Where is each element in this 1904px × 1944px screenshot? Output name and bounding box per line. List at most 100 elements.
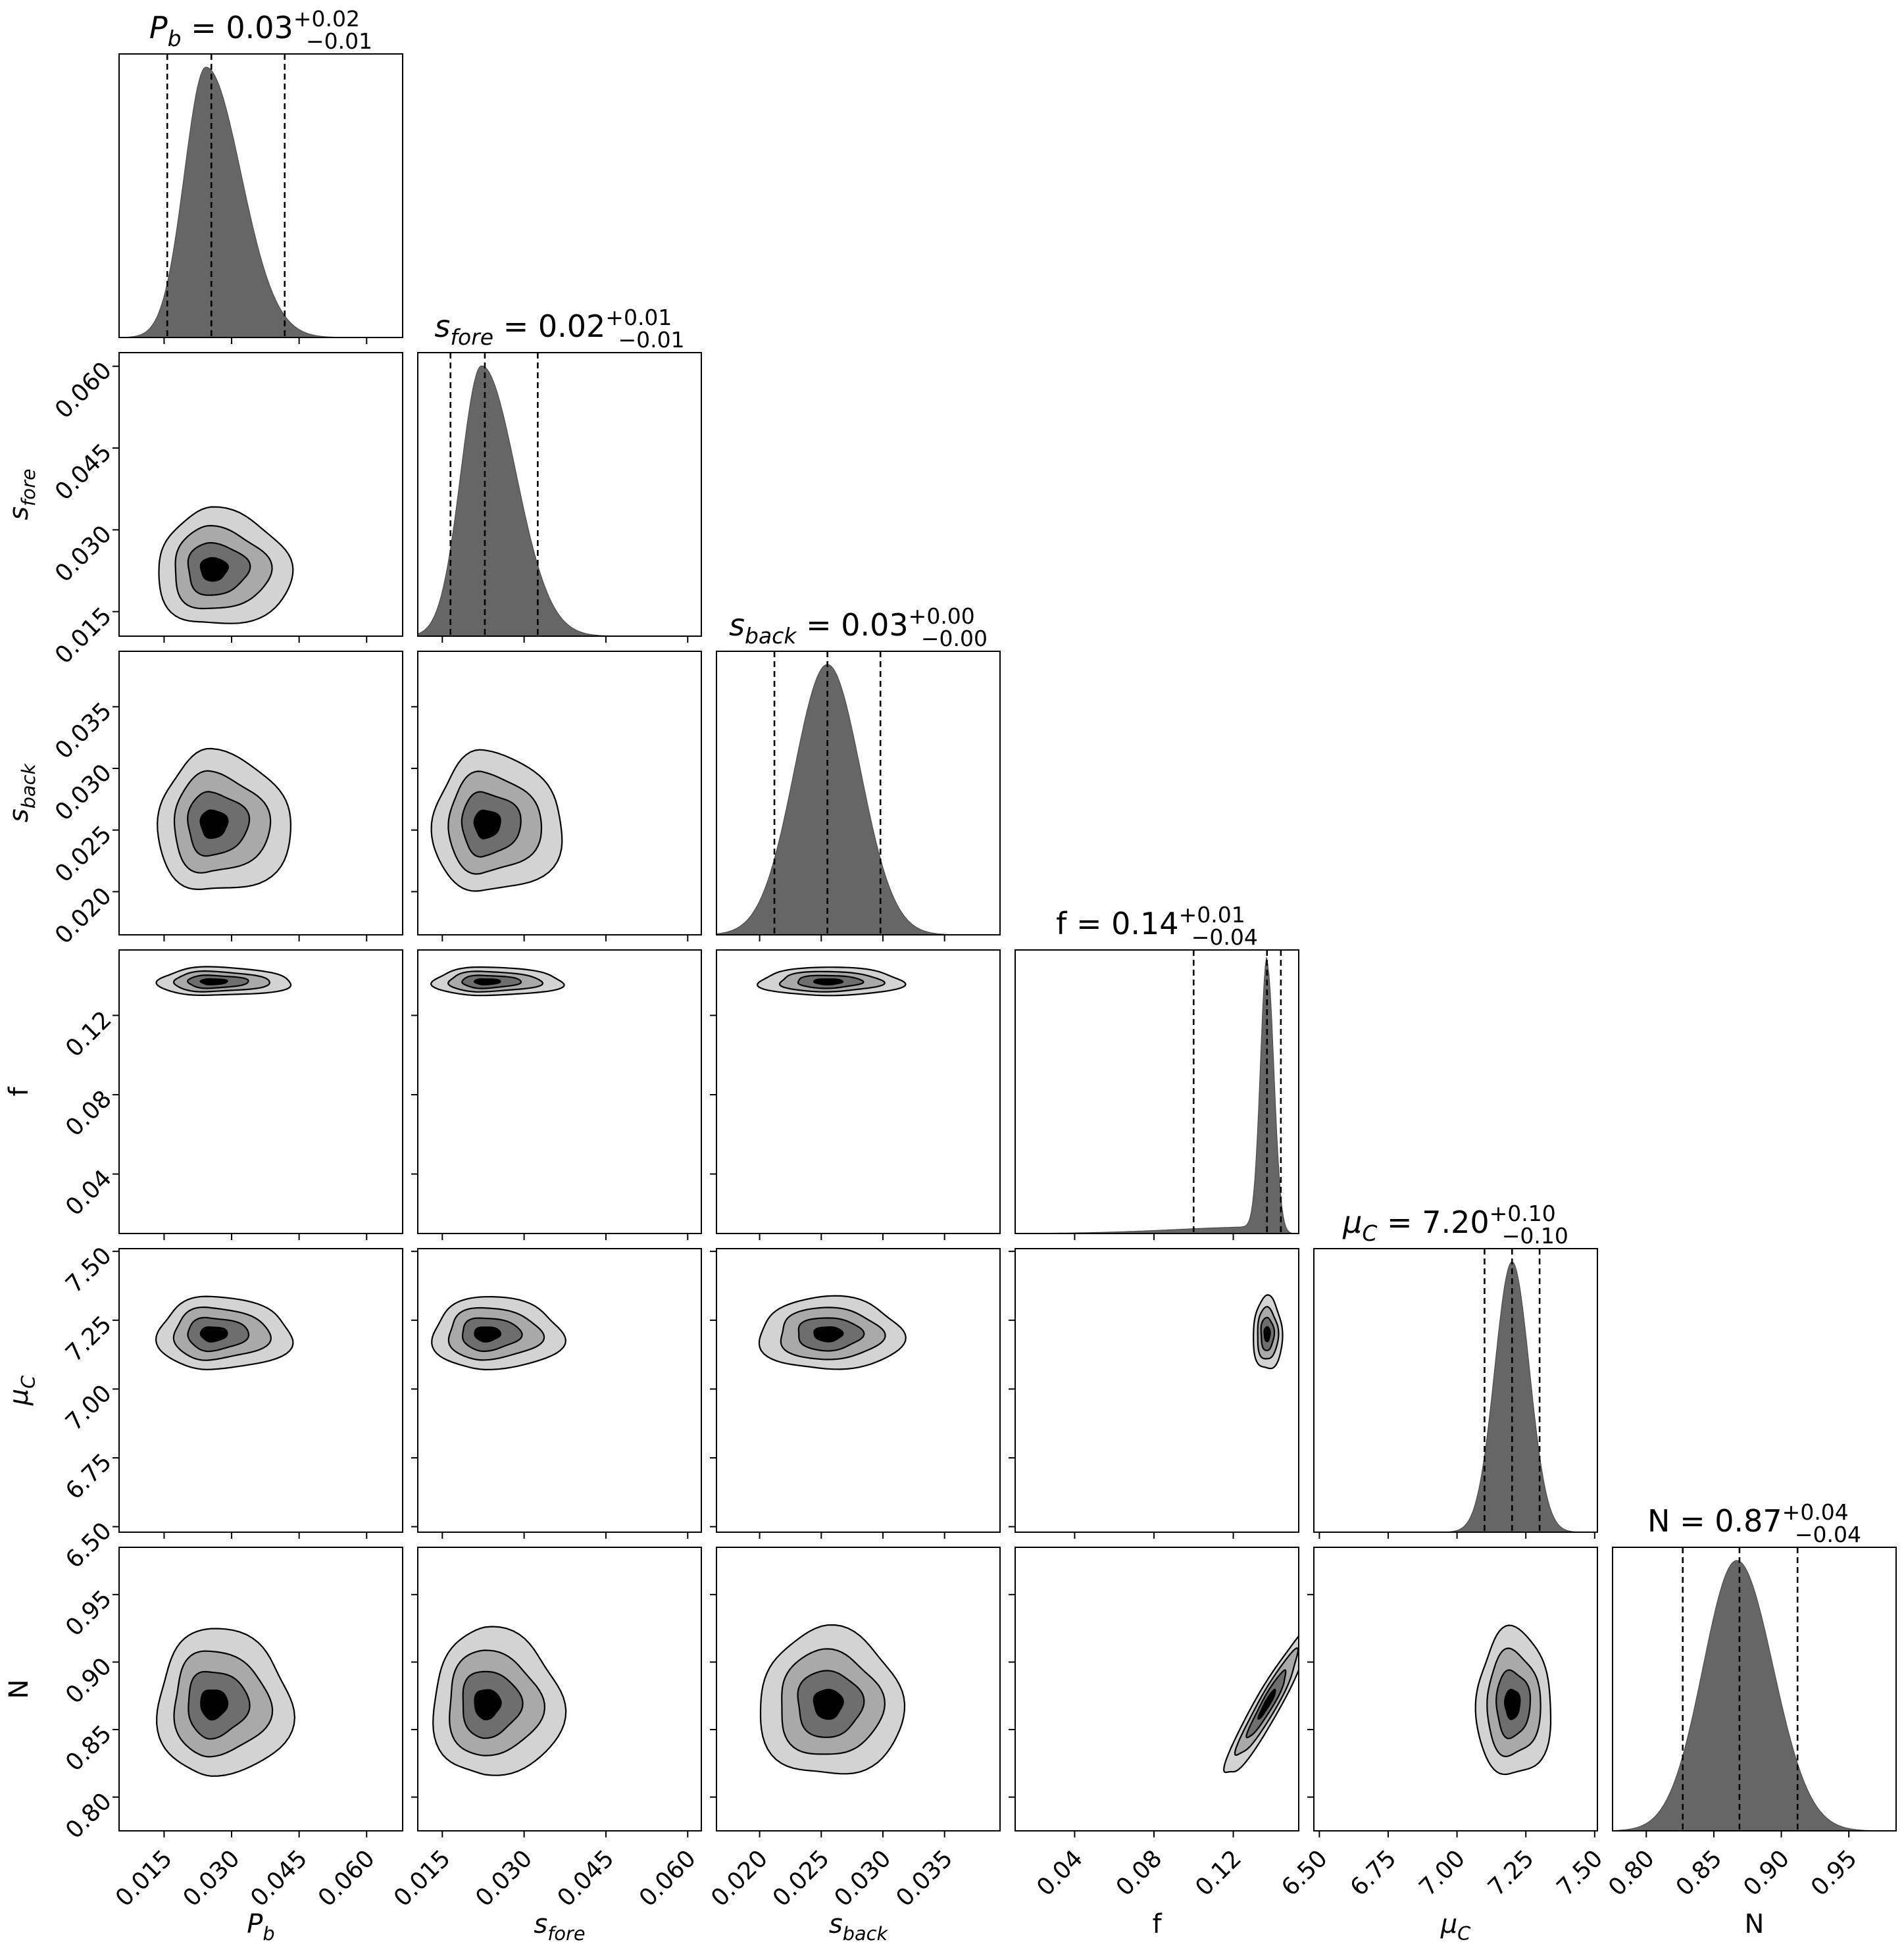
contour-panel-Pb-mu_C: 6.50 6.75 7.00 7.25 7.50 xyxy=(61,1242,403,1574)
contour-panel-Pb-s_fore: 0.015 0.030 0.045 0.060 xyxy=(50,352,403,670)
histogram-title: μC = 7.20+0.10 −0.10 xyxy=(1342,1201,1568,1249)
x-tick-label: 0.025 xyxy=(768,1845,835,1912)
y-tick-label: 0.80 xyxy=(61,1788,117,1845)
y-tick-label: 0.035 xyxy=(50,697,117,764)
contour-level-4 xyxy=(200,1689,229,1721)
panel-frame xyxy=(118,352,403,637)
x-tick-label: 0.04 xyxy=(1032,1845,1088,1902)
x-tick-label: 0.020 xyxy=(706,1845,773,1912)
contour-panel-s_fore-N: 0.015 0.030 0.045 0.060 xyxy=(389,1547,702,1912)
x-tick-label: 7.50 xyxy=(1552,1845,1609,1902)
histogram-f: f = 0.14+0.01 −0.04 xyxy=(1015,902,1299,1240)
y-tick-label: 7.00 xyxy=(61,1380,117,1436)
x-tick-label: 0.80 xyxy=(1603,1845,1660,1902)
contour-level-4 xyxy=(813,1689,844,1720)
y-tick-label: 0.12 xyxy=(61,1006,117,1062)
x-tick-label: 0.95 xyxy=(1806,1845,1863,1902)
contour-panel-Pb-f: 0.04 0.08 0.12 xyxy=(61,949,403,1240)
contour-level-4 xyxy=(199,978,228,985)
y-tick-label: 0.90 xyxy=(61,1653,117,1709)
contour-level-4 xyxy=(1263,1326,1271,1343)
histogram-N: N = 0.87+0.04 −0.04 0.80 0.85 0.90 0.95 xyxy=(1603,1499,1897,1902)
x-tick-label: 7.00 xyxy=(1414,1845,1470,1902)
x-tick-label: 6.50 xyxy=(1276,1845,1333,1902)
y-tick-label: 0.85 xyxy=(61,1720,117,1777)
x-tick-label: 6.75 xyxy=(1345,1845,1402,1902)
contour-panel-s_fore-s_back xyxy=(411,651,702,941)
x-axis-label-mu_C: μC xyxy=(1440,1909,1471,1944)
histogram-title: sfore = 0.02+0.01 −0.01 xyxy=(434,305,684,353)
histogram-title: N = 0.87+0.04 −0.04 xyxy=(1647,1499,1861,1547)
histogram-fill xyxy=(1314,1261,1597,1532)
contour-panel-f-mu_C xyxy=(1009,1248,1299,1539)
contour-panel-s_back-mu_C xyxy=(710,1248,1001,1539)
contour-panel-s_back-f xyxy=(710,949,1001,1240)
contour-level-4 xyxy=(199,557,229,582)
contour-level-4 xyxy=(1503,1689,1521,1720)
panel-frame xyxy=(1612,1547,1897,1832)
panel-frame xyxy=(716,651,1001,935)
histogram-Pb: Pb = 0.03+0.02 −0.01 xyxy=(118,6,403,344)
y-tick-label: 0.95 xyxy=(61,1585,117,1642)
y-tick-label: 7.25 xyxy=(61,1311,117,1368)
x-axis-label-s_back: sback xyxy=(829,1909,889,1944)
x-tick-label: 0.030 xyxy=(178,1845,245,1912)
y-axis-label-s_fore: sfore xyxy=(4,468,39,520)
panel-frame xyxy=(716,949,1001,1234)
x-tick-label: 0.015 xyxy=(389,1845,456,1912)
x-axis-label-N: N xyxy=(1745,1909,1765,1939)
x-tick-label: 0.045 xyxy=(553,1845,620,1912)
contour-level-4 xyxy=(813,978,844,986)
contour-level-4 xyxy=(199,809,229,839)
x-tick-label: 0.85 xyxy=(1671,1845,1728,1902)
panel-frame xyxy=(118,949,403,1234)
contour-level-4 xyxy=(813,1326,844,1343)
contour-level-4 xyxy=(1257,1689,1276,1720)
x-axis-label-f: f xyxy=(1152,1909,1162,1939)
contour-panel-f-N: 0.04 0.08 0.12 xyxy=(1009,1547,1299,1902)
y-tick-label: 6.50 xyxy=(61,1517,117,1574)
y-tick-label: 0.08 xyxy=(61,1085,117,1142)
contour-panel-Pb-N: 0.015 0.030 0.045 0.060 0.80 0.85 0.90 0.95 xyxy=(61,1547,403,1912)
y-axis-label-N: N xyxy=(4,1680,34,1699)
histogram-s_fore: sfore = 0.02+0.01 −0.01 xyxy=(417,305,702,643)
panel-frame xyxy=(118,1248,403,1533)
x-tick-label: 0.060 xyxy=(634,1845,701,1912)
histogram-title: sback = 0.03+0.00 −0.00 xyxy=(729,603,988,651)
histogram-title: f = 0.14+0.01 −0.04 xyxy=(1056,902,1258,950)
histogram-fill xyxy=(716,664,1000,935)
contour-level-4 xyxy=(199,1326,228,1343)
x-tick-label: 7.25 xyxy=(1483,1845,1540,1902)
x-tick-label: 0.035 xyxy=(891,1845,958,1912)
y-tick-label: 0.015 xyxy=(50,603,117,670)
histogram-title: Pb = 0.03+0.02 −0.01 xyxy=(149,6,372,54)
histogram-fill xyxy=(1613,1560,1896,1831)
y-tick-label: 0.045 xyxy=(50,439,117,506)
y-tick-label: 0.04 xyxy=(61,1164,117,1221)
y-tick-label: 0.025 xyxy=(50,821,117,888)
contour-level-4 xyxy=(474,1689,502,1721)
panel-frame xyxy=(1015,949,1299,1234)
contour-panel-mu_C-N: 6.50 6.75 7.00 7.25 7.50 xyxy=(1276,1547,1608,1901)
contour-level-4 xyxy=(474,1326,502,1343)
x-tick-label: 0.060 xyxy=(313,1845,380,1912)
panel-frame xyxy=(118,1547,403,1832)
y-tick-label: 7.50 xyxy=(61,1242,117,1299)
panel-frame xyxy=(716,1248,1001,1533)
panel-frame xyxy=(1015,1547,1299,1832)
contour-level-4 xyxy=(473,809,501,839)
x-axis-label-Pb: Pb xyxy=(247,1909,274,1944)
panel-frame xyxy=(417,651,702,935)
panel-frame xyxy=(1313,1547,1598,1832)
y-tick-label: 6.75 xyxy=(61,1449,117,1505)
contour-panel-s_fore-mu_C xyxy=(411,1248,702,1539)
x-tick-label: 0.045 xyxy=(245,1845,313,1912)
x-tick-label: 0.030 xyxy=(470,1845,538,1912)
x-axis-label-s_fore: sfore xyxy=(534,1909,585,1944)
y-tick-label: 0.030 xyxy=(50,520,117,587)
histogram-fill xyxy=(119,66,403,337)
panel-frame xyxy=(417,352,702,637)
